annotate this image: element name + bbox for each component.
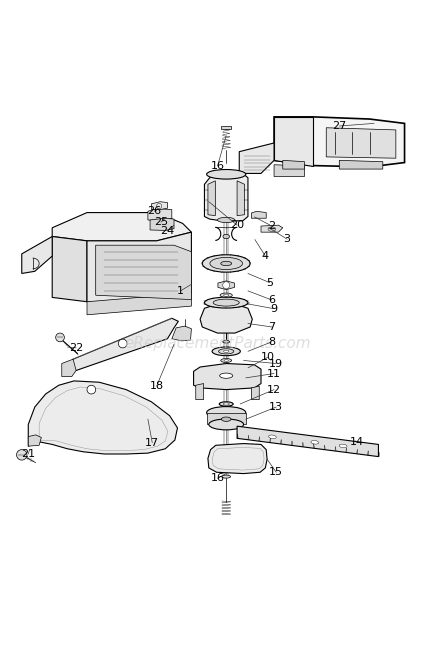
Ellipse shape [310,441,318,444]
Polygon shape [207,444,266,474]
Polygon shape [206,413,245,424]
Polygon shape [339,160,382,169]
Ellipse shape [210,258,242,270]
Text: 7: 7 [268,322,275,332]
Polygon shape [22,237,52,274]
Ellipse shape [221,417,230,421]
Polygon shape [282,160,304,169]
Polygon shape [237,426,378,457]
Text: 14: 14 [349,437,363,447]
Polygon shape [273,165,304,177]
Polygon shape [87,293,191,315]
Text: 21: 21 [21,449,35,459]
Polygon shape [260,225,282,232]
Ellipse shape [224,360,228,361]
Ellipse shape [217,217,234,223]
Text: 11: 11 [266,369,280,378]
Text: 6: 6 [268,295,275,305]
Text: 18: 18 [149,381,163,391]
Text: 1: 1 [177,286,184,296]
Ellipse shape [202,255,250,272]
Ellipse shape [267,227,275,231]
Text: 4: 4 [261,251,268,261]
Text: 12: 12 [266,384,280,395]
Text: 26: 26 [147,206,161,216]
Text: 27: 27 [332,121,345,131]
Ellipse shape [206,170,245,179]
Circle shape [118,339,127,348]
Polygon shape [220,126,231,129]
Ellipse shape [208,419,243,430]
Polygon shape [237,181,244,215]
Ellipse shape [223,403,229,405]
Polygon shape [62,359,76,377]
Polygon shape [28,435,41,446]
Polygon shape [150,218,174,230]
Text: 9: 9 [270,303,277,314]
Ellipse shape [220,293,232,298]
Ellipse shape [221,475,230,478]
Polygon shape [217,281,234,290]
Text: 10: 10 [260,353,274,362]
Ellipse shape [339,444,346,448]
Polygon shape [148,209,171,221]
Text: 24: 24 [160,226,174,236]
Polygon shape [207,181,215,215]
Polygon shape [171,326,191,341]
Polygon shape [273,117,312,166]
Ellipse shape [268,435,276,439]
Polygon shape [251,386,259,400]
Ellipse shape [223,294,228,296]
Polygon shape [273,117,404,167]
Polygon shape [218,365,233,371]
Polygon shape [195,384,203,400]
Ellipse shape [220,358,231,362]
Polygon shape [239,143,273,173]
Ellipse shape [220,261,231,266]
Polygon shape [151,202,167,210]
Ellipse shape [218,349,233,354]
Text: 16: 16 [210,474,224,483]
Ellipse shape [213,299,239,306]
Polygon shape [28,381,177,454]
Polygon shape [87,232,191,306]
Text: 22: 22 [69,343,83,353]
Text: 25: 25 [154,217,168,227]
Polygon shape [200,303,252,333]
Polygon shape [326,127,395,159]
Ellipse shape [204,297,247,308]
Ellipse shape [219,373,232,378]
Ellipse shape [212,347,240,356]
Text: eReplacementParts.com: eReplacementParts.com [124,336,310,351]
Text: 2: 2 [268,221,275,231]
Text: 8: 8 [268,337,275,347]
Text: 16: 16 [210,161,224,171]
Text: 19: 19 [269,358,283,369]
Ellipse shape [224,367,228,369]
Text: 3: 3 [283,234,290,244]
Circle shape [16,450,27,460]
Ellipse shape [222,340,229,343]
Ellipse shape [223,350,228,353]
Polygon shape [52,213,191,241]
Circle shape [56,333,64,342]
Circle shape [222,281,229,289]
Ellipse shape [219,402,233,406]
Text: 5: 5 [266,278,273,288]
Text: 17: 17 [145,437,159,448]
Ellipse shape [206,406,245,419]
Polygon shape [193,364,260,389]
Ellipse shape [223,234,229,239]
Text: 13: 13 [269,402,283,412]
Polygon shape [67,318,178,371]
Polygon shape [95,245,191,300]
Text: 15: 15 [269,467,283,477]
Polygon shape [251,212,266,218]
Text: 20: 20 [230,220,243,230]
Polygon shape [52,237,87,302]
Polygon shape [204,173,247,221]
Circle shape [87,385,95,394]
